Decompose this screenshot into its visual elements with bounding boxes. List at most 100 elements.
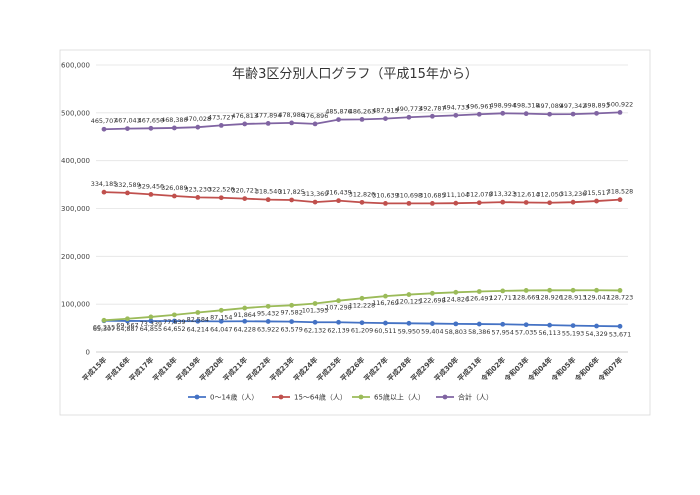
- legend-marker: [358, 394, 364, 400]
- legend-marker: [194, 394, 200, 400]
- data-point: [195, 318, 201, 324]
- data-point: [570, 323, 576, 328]
- data-label: 312,050: [536, 191, 562, 199]
- data-label: 486,263: [349, 107, 375, 115]
- data-point: [594, 110, 599, 116]
- data-label: 64,887: [116, 325, 138, 333]
- data-label: 318,528: [607, 188, 633, 196]
- data-label: 476,896: [302, 112, 328, 120]
- data-point: [617, 109, 623, 115]
- data-point: [336, 198, 341, 204]
- data-point: [171, 125, 177, 131]
- data-point: [570, 111, 576, 117]
- data-label: 128,723: [607, 293, 633, 301]
- data-label: 128,669: [513, 293, 539, 301]
- data-label: 55,193: [562, 330, 584, 338]
- data-point: [312, 199, 318, 205]
- data-point: [171, 312, 177, 318]
- data-point: [195, 194, 201, 200]
- data-point: [171, 318, 177, 324]
- data-point: [547, 287, 553, 293]
- data-label: 310,698: [396, 191, 422, 199]
- data-point: [406, 320, 412, 326]
- data-label: 87,154: [210, 313, 232, 321]
- data-label: 82,584: [187, 315, 209, 323]
- data-point: [148, 192, 154, 197]
- data-point: [359, 320, 365, 326]
- data-point: [289, 319, 295, 324]
- data-label: 497,342: [560, 102, 586, 110]
- data-point: [312, 121, 318, 127]
- data-point: [453, 289, 459, 295]
- data-point: [336, 298, 341, 304]
- data-label: 497,089: [536, 102, 562, 110]
- data-point: [406, 292, 412, 297]
- data-point: [500, 321, 506, 327]
- legend-marker: [278, 394, 284, 400]
- data-label: 494,733: [443, 103, 469, 111]
- chart-area: [59, 49, 651, 416]
- data-label: 312,078: [466, 191, 492, 199]
- data-label: 317,825: [278, 188, 304, 196]
- data-label: 322,526: [208, 186, 234, 194]
- data-label: 73,339: [140, 320, 162, 328]
- data-point: [406, 200, 412, 206]
- data-label: 127,717: [490, 294, 516, 302]
- data-label: 57,035: [515, 329, 537, 337]
- data-point: [289, 197, 295, 203]
- data-label: 61,209: [351, 327, 373, 335]
- data-point: [476, 289, 482, 294]
- data-label: 58,386: [468, 328, 490, 336]
- data-label: 470,028: [185, 115, 211, 123]
- data-point: [500, 288, 506, 294]
- data-point: [594, 287, 599, 293]
- data-label: 490,773: [396, 105, 422, 113]
- data-label: 485,876: [325, 108, 351, 116]
- data-label: 498,318: [513, 102, 539, 110]
- data-label: 496,961: [466, 102, 492, 110]
- data-label: 65,307: [93, 325, 115, 333]
- legend-label: 65歳以上（人）: [374, 393, 425, 402]
- data-label: 62,139: [327, 326, 349, 334]
- data-point: [312, 319, 318, 325]
- data-point: [148, 318, 154, 324]
- data-label: 58,803: [445, 328, 467, 336]
- data-point: [523, 200, 529, 205]
- data-point: [265, 197, 271, 203]
- data-label: 326,089: [161, 184, 187, 192]
- data-label: 91,864: [234, 311, 256, 319]
- data-label: 313,323: [490, 190, 516, 198]
- data-label: 315,517: [583, 189, 609, 197]
- data-point: [312, 301, 318, 306]
- data-point: [101, 126, 107, 132]
- data-point: [242, 305, 248, 311]
- data-label: 53,671: [609, 330, 631, 338]
- data-point: [523, 111, 529, 117]
- data-point: [336, 117, 341, 122]
- data-label: 95,432: [257, 309, 279, 317]
- data-label: 60,511: [374, 327, 396, 335]
- data-label: 498,893: [583, 101, 609, 109]
- data-point: [148, 314, 154, 320]
- data-point: [359, 199, 365, 205]
- data-label: 128,913: [560, 293, 586, 301]
- data-label: 64,855: [140, 325, 162, 333]
- data-label: 128,926: [536, 293, 562, 301]
- data-point: [594, 323, 599, 329]
- y-tick-label: 400,000: [61, 157, 90, 165]
- data-point: [453, 321, 459, 327]
- data-label: 313,236: [560, 190, 586, 198]
- data-point: [242, 121, 248, 127]
- legend-marker: [442, 394, 448, 400]
- data-label: 312,826: [349, 190, 375, 198]
- data-label: 500,922: [607, 100, 633, 108]
- data-label: 64,047: [210, 325, 232, 333]
- data-label: 310,685: [419, 191, 445, 199]
- data-point: [570, 199, 576, 205]
- data-point: [125, 316, 130, 322]
- data-point: [429, 200, 435, 206]
- y-tick-label: 100,000: [61, 301, 90, 309]
- data-label: 313,369: [302, 190, 328, 198]
- y-axis: 0 100,000 200,000 300,000 400,000 500,000 600,…: [61, 62, 90, 357]
- data-point: [148, 125, 154, 131]
